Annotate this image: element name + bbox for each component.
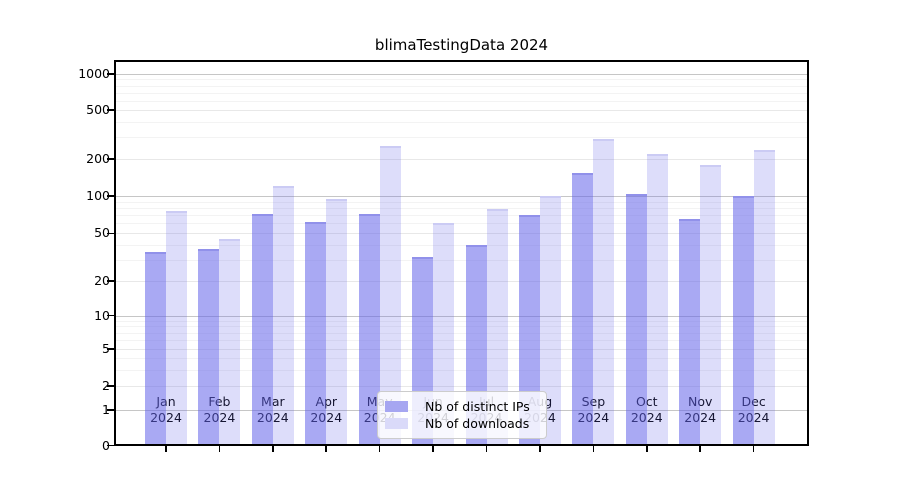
chart-title: blimaTestingData 2024 [374,36,549,54]
minor-gridline [114,201,809,203]
y-tick-label: 10 [94,307,110,323]
x-tick-mark [699,446,701,452]
bar-downloads [753,149,775,446]
bar-distinct-ips [251,213,273,446]
minor-gridline [114,121,809,123]
bar-downloads [486,209,508,446]
legend-item-downloads: Nb of downloads [385,415,536,432]
bar-distinct-ips [572,172,594,446]
plot-area: Nb of distinct IPs Nb of downloads [107,60,809,452]
major-gridline [114,315,809,317]
bar-downloads [433,222,455,446]
minor-gridline [114,79,809,81]
bar-downloads [166,211,187,446]
y-tick-label: 2 [50,378,110,394]
y-tick-mark [107,280,114,282]
y-tick-label: 0 [50,438,110,454]
minor-gridline [114,369,809,371]
minor-gridline [114,259,809,261]
minor-gridline [114,137,809,139]
gridline [114,110,809,111]
bar-distinct-ips [518,215,540,446]
x-tick-mark [165,446,167,452]
minor-gridline [114,208,809,209]
bar-downloads [593,139,615,446]
minor-gridline [114,215,809,217]
y-tick-mark [107,158,114,160]
bar-distinct-ips [679,219,701,446]
minor-gridline [114,92,809,94]
y-tick-mark [107,232,114,235]
bar-distinct-ips [732,196,754,446]
y-tick-label: 20 [94,273,110,288]
bar-downloads [700,164,722,446]
y-tick-mark [107,385,114,387]
y-tick-label: 1000 [78,66,110,81]
y-tick-mark [107,73,114,75]
y-tick-label: 1 [50,402,110,418]
bar-distinct-ips [145,251,166,446]
x-tick-mark [645,446,648,452]
minor-gridline [114,244,809,246]
minor-gridline [114,326,809,328]
x-tick-mark [485,446,488,452]
y-tick-label: 200 [86,151,110,166]
minor-gridline [114,320,809,322]
x-axis-spine [114,444,809,446]
minor-gridline [114,332,809,334]
y-axis-spine [114,60,116,446]
legend-label-distinct-ips: Nb of distinct IPs [425,399,530,414]
x-tick-mark [272,446,274,452]
x-tick-mark [752,446,755,452]
gridline [114,349,809,350]
gridline [114,386,809,387]
y-tick-mark [107,314,114,317]
y-tick-label: 100 [86,188,110,203]
y-tick-mark [107,109,114,111]
major-gridline [114,196,809,198]
legend-item-distinct-ips: Nb of distinct IPs [385,398,536,415]
x-tick-mark [432,446,434,452]
bar-distinct-ips [358,214,380,446]
bar-downloads [539,196,561,446]
legend-label-downloads: Nb of downloads [425,416,530,431]
minor-gridline [114,340,809,342]
y-tick-mark [107,195,114,197]
x-tick-mark [539,446,541,452]
y-tick-label: 50 [94,225,110,241]
x-tick-mark [218,446,221,452]
bar-distinct-ips [625,193,647,446]
y-tick-label: 5 [50,341,110,357]
x-tick-mark [325,446,328,452]
x-tick-mark [378,446,381,452]
bar-downloads [272,186,294,446]
gridline [114,159,809,160]
minor-gridline [114,358,809,359]
gridline [114,281,809,282]
minor-gridline [114,223,809,225]
y-tick-mark [107,444,114,447]
bar-downloads [379,146,401,446]
legend: Nb of distinct IPs Nb of downloads [377,391,547,439]
bar-downloads [326,198,348,446]
y-tick-mark [107,409,114,411]
bar-downloads [646,153,668,446]
legend-swatch-downloads [385,418,408,429]
minor-gridline [114,100,809,102]
legend-swatch-distinct-ips [385,401,408,412]
major-gridline [114,74,809,76]
x-tick-mark [592,446,595,452]
bar-distinct-ips [305,221,327,446]
y-tick-mark [107,348,114,350]
minor-gridline [114,85,809,87]
bar-distinct-ips [198,248,220,446]
y-tick-label: 500 [86,102,110,117]
bar-downloads [219,238,241,446]
gridline [114,233,809,235]
right-spine [807,60,809,446]
top-spine [114,60,809,62]
